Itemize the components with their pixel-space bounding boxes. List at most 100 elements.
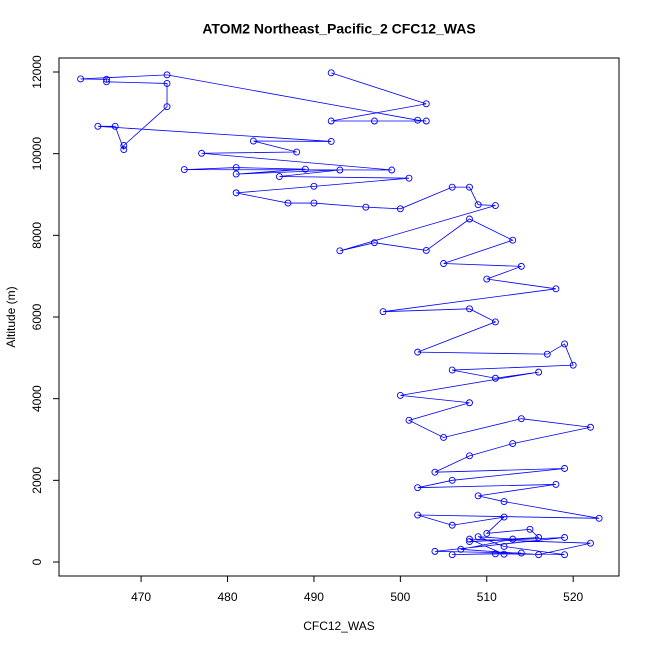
data-point	[448, 183, 456, 191]
data-point	[301, 165, 309, 173]
data-point	[422, 117, 430, 125]
data-point	[483, 529, 491, 537]
data-point	[587, 423, 594, 431]
data-point	[561, 465, 569, 472]
data-point	[379, 308, 387, 316]
data-point	[103, 75, 110, 83]
data-point	[120, 146, 128, 154]
data-point	[587, 539, 594, 547]
data-point	[457, 545, 465, 553]
data-point	[509, 440, 517, 448]
data-point	[466, 535, 473, 543]
data-point	[327, 69, 335, 77]
x-tick-label: 480	[218, 590, 238, 604]
data-point	[491, 374, 499, 382]
data-point	[163, 71, 171, 79]
data-point	[448, 521, 456, 529]
data-point	[370, 117, 378, 125]
data-point	[569, 361, 577, 369]
data-point	[293, 148, 301, 156]
data-point	[561, 340, 569, 348]
data-point	[535, 551, 543, 559]
data-point	[466, 215, 473, 223]
data-point	[111, 122, 119, 130]
data-point	[414, 116, 422, 124]
data-point	[595, 514, 603, 522]
data-point	[474, 201, 482, 209]
data-point	[163, 103, 171, 111]
data-point	[466, 538, 473, 546]
data-point	[440, 434, 448, 441]
data-point	[491, 550, 499, 558]
data-point	[500, 498, 508, 506]
data-point	[466, 305, 473, 313]
x-tick-label: 510	[477, 590, 497, 604]
data-point	[526, 525, 534, 533]
data-point	[517, 549, 525, 557]
y-tick-label: 4000	[30, 385, 44, 412]
data-point	[284, 199, 292, 207]
data-point	[535, 368, 543, 376]
data-point	[517, 262, 525, 270]
y-axis-label: Altitude (m)	[4, 286, 18, 347]
data-point	[396, 205, 404, 213]
data-point	[396, 391, 404, 399]
data-point	[561, 551, 569, 559]
data-point	[232, 170, 240, 178]
data-point	[310, 199, 318, 207]
data-point	[275, 173, 283, 180]
data-point	[362, 203, 370, 211]
data-point	[414, 511, 422, 519]
data-point	[77, 75, 85, 83]
data-point	[500, 550, 508, 558]
data-point	[388, 166, 396, 174]
data-point	[232, 189, 240, 197]
data-point	[414, 348, 422, 356]
data-point	[448, 551, 456, 559]
data-point	[310, 182, 318, 190]
data-point	[198, 149, 206, 157]
data-point	[543, 350, 551, 358]
y-tick-label: 2000	[30, 467, 44, 494]
data-point	[552, 480, 560, 488]
data-point	[414, 484, 422, 492]
data-point	[180, 166, 188, 174]
x-axis-label: CFC12_WAS	[303, 619, 375, 633]
data-point	[336, 247, 344, 255]
data-point	[336, 166, 344, 174]
data-point	[94, 122, 102, 130]
data-point	[120, 142, 128, 149]
data-point	[370, 239, 378, 247]
data-point	[431, 468, 439, 476]
data-point	[474, 492, 482, 500]
y-tick-label: 12000	[30, 55, 44, 89]
data-point	[232, 164, 240, 172]
data-point	[405, 416, 413, 424]
data-point	[466, 183, 473, 191]
data-point	[103, 78, 110, 86]
data-point	[474, 533, 482, 541]
data-line	[80, 72, 600, 556]
data-point	[327, 117, 335, 125]
plot-frame	[58, 57, 620, 577]
data-point	[448, 366, 456, 374]
data-point	[431, 547, 439, 555]
data-point	[491, 202, 499, 209]
x-tick-label: 520	[563, 590, 583, 604]
data-point	[491, 318, 499, 326]
x-tick-label: 500	[390, 590, 410, 604]
data-point	[535, 534, 543, 541]
data-point	[483, 275, 491, 283]
x-tick-label: 470	[131, 590, 151, 604]
data-point	[163, 79, 171, 87]
data-point	[422, 246, 430, 254]
data-point	[517, 415, 525, 423]
data-point	[327, 137, 335, 145]
data-point	[422, 100, 430, 108]
data-point	[405, 174, 413, 182]
data-point	[448, 476, 456, 484]
x-tick-label: 490	[304, 590, 324, 604]
y-tick-label: 8000	[30, 222, 44, 249]
y-tick-label: 10000	[30, 137, 44, 171]
